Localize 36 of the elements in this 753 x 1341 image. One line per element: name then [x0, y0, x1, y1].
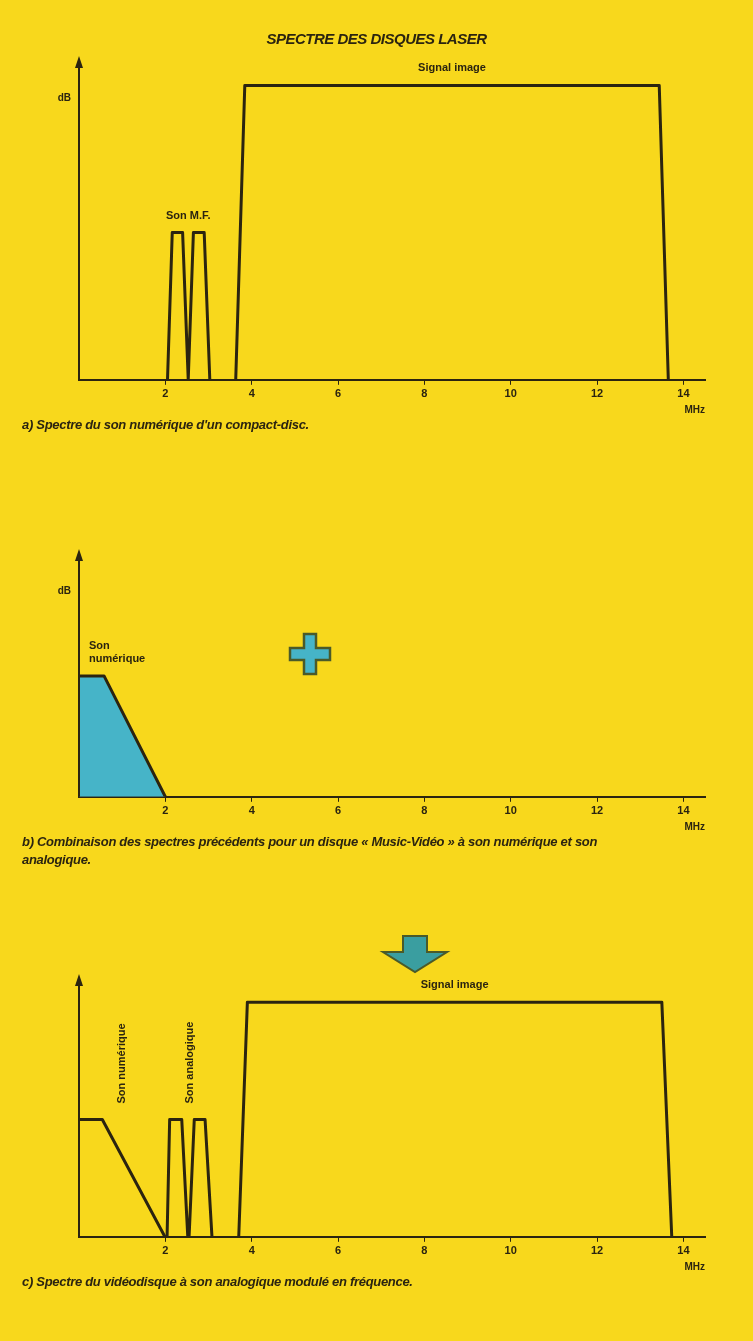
text: a) Spectre du son numérique d'un compact-disc.: [22, 416, 310, 434]
y-axis-title: dB: [57, 91, 71, 103]
x-axis-title: MHz: [684, 403, 705, 415]
x-tick-label: 8: [421, 804, 428, 817]
x-tick-label: 2: [162, 804, 169, 817]
x-tick-label: 14: [677, 804, 691, 817]
x-tick-label: 12: [590, 1244, 604, 1257]
x-tick-label: 6: [334, 804, 342, 817]
series-label: Signal image: [420, 978, 489, 991]
series-label: Signal image: [418, 61, 486, 74]
series-label: Son M.F.: [165, 208, 211, 221]
x-tick-label: 12: [590, 387, 604, 400]
series-label: Son numérique: [89, 638, 146, 664]
x-axis-title: MHz: [684, 820, 705, 832]
x-tick-label: 4: [248, 1244, 256, 1257]
x-tick-label: 2: [162, 387, 169, 400]
x-tick-label: 4: [248, 804, 256, 817]
x-tick-label: 14: [677, 387, 691, 400]
chart-title: SPECTRE DES DISQUES LASER: [265, 29, 488, 49]
x-tick-label: 8: [421, 387, 428, 400]
x-tick-label: 2: [162, 1244, 169, 1257]
x-tick-label: 6: [334, 387, 342, 400]
x-tick-label: 4: [248, 387, 256, 400]
x-tick-label: 10: [504, 804, 517, 817]
x-tick-label: 6: [334, 1244, 342, 1257]
y-axis-title: dB: [57, 584, 71, 596]
x-axis-title: MHz: [684, 1260, 705, 1272]
x-tick-label: 10: [504, 387, 517, 400]
text: Son numérique: [114, 1023, 127, 1104]
x-tick-label: 10: [504, 1244, 517, 1257]
x-tick-label: 14: [677, 1244, 691, 1257]
x-tick-label: 8: [421, 1244, 428, 1257]
x-tick-label: 12: [590, 804, 604, 817]
text: c) Spectre du vidéodisque à son analogique modulé en fréquence.: [22, 1273, 414, 1291]
text: Son analogique: [182, 1021, 195, 1104]
text: b) Combinaison des spectres précédents pour un disque « Music-Vidéo » à son numérique et son analogique.: [22, 833, 599, 869]
